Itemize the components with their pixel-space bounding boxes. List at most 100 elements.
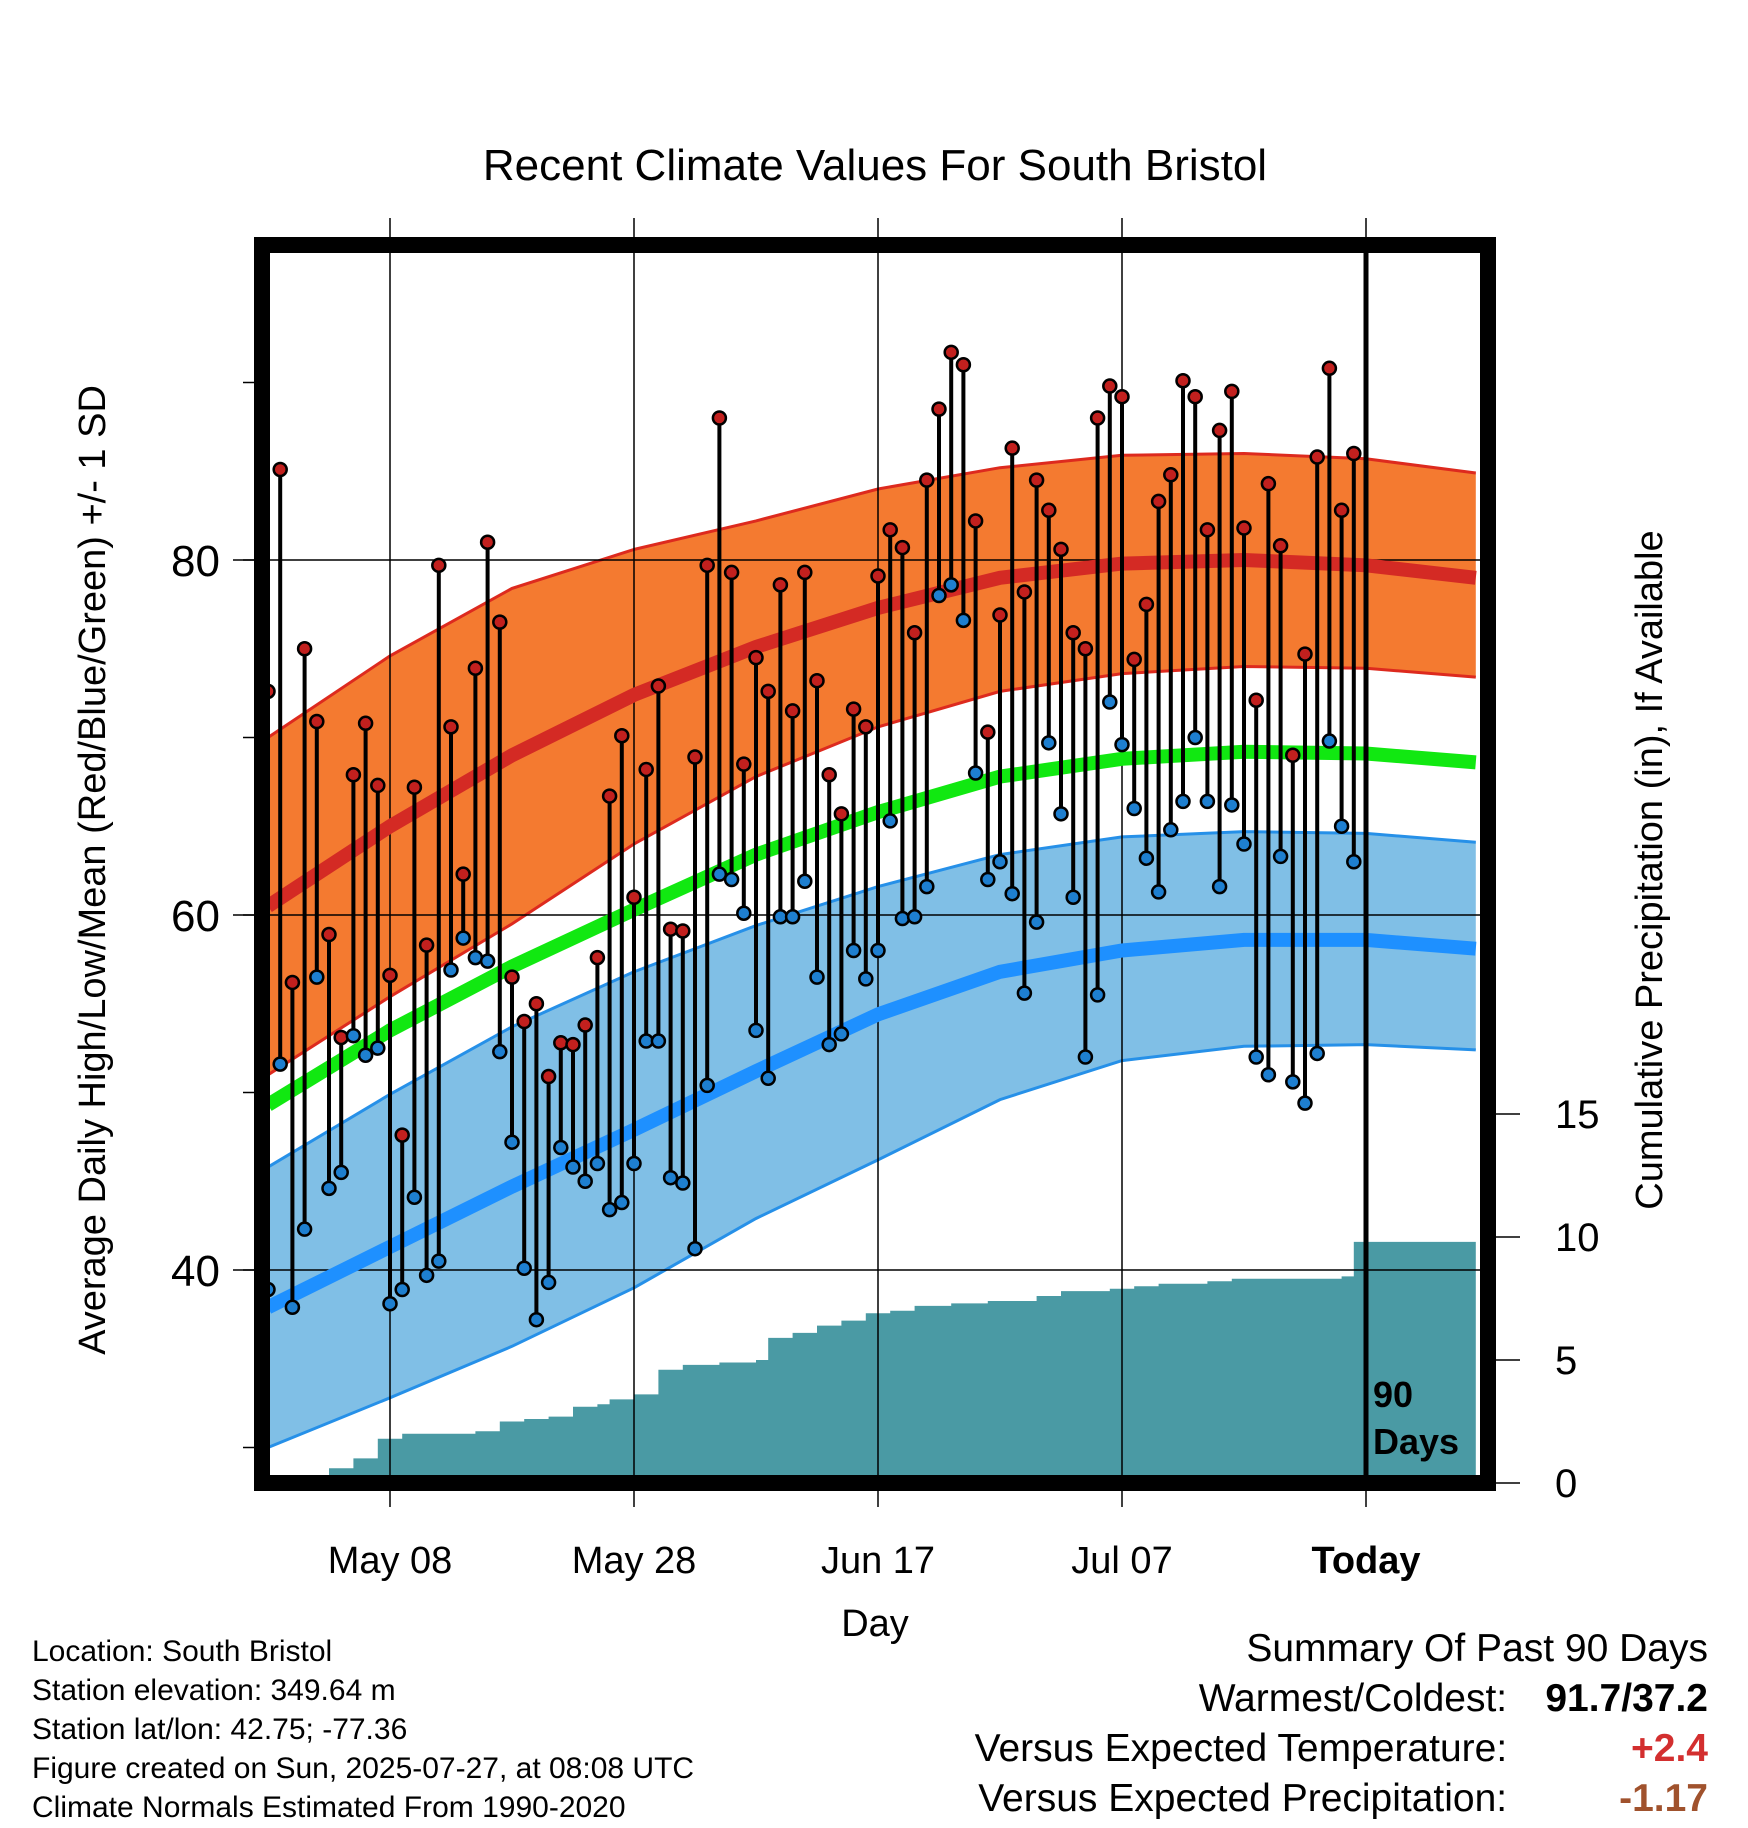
precip-label: Versus Expected Precipitation: bbox=[978, 1777, 1508, 1820]
daily-low-point bbox=[516, 1260, 532, 1276]
daily-high-point bbox=[650, 678, 667, 694]
x-tick-label: May 08 bbox=[328, 1540, 453, 1582]
daily-low-point bbox=[1065, 889, 1081, 905]
daily-low-point bbox=[284, 1299, 301, 1316]
daily-low-point bbox=[711, 866, 728, 882]
high-normal-band bbox=[268, 453, 1476, 1075]
low-normal-band bbox=[268, 831, 1476, 1448]
precip-value: -1.17 bbox=[1619, 1777, 1708, 1820]
daily-low-point bbox=[1114, 736, 1130, 753]
daily-low-point bbox=[577, 1173, 593, 1189]
daily-low-point bbox=[858, 971, 874, 987]
daily-low-point bbox=[418, 1267, 435, 1284]
daily-high-point bbox=[272, 461, 288, 478]
daily-high-point bbox=[638, 761, 654, 778]
daily-low-point bbox=[614, 1194, 630, 1211]
daily-high-point bbox=[1053, 541, 1069, 558]
daily-low-point bbox=[1297, 1095, 1313, 1111]
daily-low-point bbox=[784, 909, 801, 925]
daily-low-point bbox=[431, 1253, 447, 1269]
daily-low-point bbox=[1272, 848, 1289, 865]
daily-low-point bbox=[845, 942, 862, 959]
daily-high-point bbox=[1004, 440, 1020, 456]
daily-high-point bbox=[1163, 467, 1179, 483]
daily-high-point bbox=[614, 727, 630, 744]
daily-high-point bbox=[565, 1036, 581, 1053]
daily-high-point bbox=[1065, 625, 1081, 641]
daily-high-point bbox=[309, 713, 325, 730]
daily-high-point bbox=[1272, 538, 1289, 554]
daily-high-point bbox=[1028, 472, 1045, 488]
daily-low-point bbox=[906, 909, 923, 925]
daily-high-point bbox=[687, 749, 703, 765]
daily-high-point bbox=[1138, 596, 1155, 613]
daily-high-point bbox=[370, 777, 386, 794]
daily-low-point bbox=[919, 878, 935, 895]
daily-high-point bbox=[540, 1068, 557, 1085]
daily-low-point bbox=[1224, 797, 1240, 813]
y2-tick-label: 15 bbox=[1555, 1093, 1600, 1137]
daily-low-point bbox=[675, 1175, 691, 1191]
x-tick-label: May 28 bbox=[572, 1540, 697, 1582]
daily-low-point bbox=[1016, 985, 1033, 1001]
daily-high-point bbox=[1126, 651, 1142, 668]
daily-low-point bbox=[1053, 806, 1069, 822]
daily-low-point bbox=[565, 1159, 581, 1175]
daily-high-point bbox=[528, 996, 545, 1012]
daily-low-point bbox=[1077, 1049, 1094, 1065]
daily-low-point bbox=[1199, 793, 1216, 810]
x-tick-label: Jul 07 bbox=[1071, 1540, 1172, 1582]
y-axis-label: Average Daily High/Low/Mean (Red/Blue/Gr… bbox=[72, 385, 114, 1355]
daily-low-point bbox=[809, 969, 825, 985]
daily-low-point bbox=[540, 1274, 557, 1291]
low-normal-line bbox=[264, 932, 1477, 1314]
daily-high-point bbox=[1102, 378, 1118, 394]
daily-low-point bbox=[370, 1040, 386, 1056]
daily-high-point bbox=[504, 969, 520, 985]
daily-high-point bbox=[601, 788, 618, 804]
daily-high-point bbox=[553, 1035, 569, 1051]
temp-row: Versus Expected Temperature: +2.4 bbox=[975, 1724, 1708, 1774]
plot-frame bbox=[254, 237, 1496, 1491]
y-tick-label: 40 bbox=[171, 1247, 220, 1296]
daily-low-point bbox=[967, 765, 984, 781]
daily-low-point bbox=[455, 930, 471, 946]
daily-low-point bbox=[723, 871, 740, 888]
summary-heading: Summary Of Past 90 Days bbox=[1246, 1627, 1708, 1670]
daily-low-point bbox=[1175, 793, 1191, 810]
daily-low-point bbox=[943, 577, 959, 593]
today-days-label: Days bbox=[1373, 1421, 1459, 1462]
daily-high-point bbox=[1089, 410, 1106, 426]
daily-high-point bbox=[906, 625, 923, 641]
daily-low-point bbox=[1260, 1067, 1277, 1083]
daily-high-point bbox=[1175, 372, 1191, 389]
daily-high-point bbox=[919, 472, 935, 488]
daily-high-point bbox=[858, 719, 874, 735]
daily-low-point bbox=[1089, 987, 1106, 1003]
warm-cold-label: Warmest/Coldest: bbox=[1198, 1677, 1508, 1720]
daily-high-point bbox=[662, 921, 679, 937]
daily-low-point bbox=[1236, 836, 1252, 852]
daily-high-point bbox=[894, 539, 911, 556]
daily-low-point bbox=[626, 1155, 642, 1172]
daily-high-point bbox=[296, 641, 313, 657]
daily-high-point bbox=[333, 1029, 349, 1046]
daily-low-point bbox=[443, 962, 459, 978]
temp-label: Versus Expected Temperature: bbox=[974, 1727, 1508, 1770]
daily-high-point bbox=[406, 779, 423, 795]
daily-low-point bbox=[955, 612, 972, 629]
y-tick-label: 80 bbox=[171, 537, 220, 586]
daily-low-point bbox=[1163, 822, 1179, 838]
daily-high-point bbox=[321, 926, 337, 943]
daily-low-point bbox=[382, 1295, 398, 1312]
daily-low-point bbox=[504, 1134, 520, 1150]
station-info: Location: South Bristol Station elevatio… bbox=[32, 1632, 694, 1827]
daily-high-point bbox=[760, 683, 776, 700]
daily-high-point bbox=[1248, 692, 1264, 708]
latlon-text: Station lat/lon: 42.75; -77.36 bbox=[32, 1713, 408, 1746]
daily-low-point bbox=[601, 1201, 618, 1218]
daily-high-point bbox=[479, 534, 496, 550]
daily-high-point bbox=[394, 1127, 410, 1143]
daily-high-point bbox=[284, 974, 301, 991]
